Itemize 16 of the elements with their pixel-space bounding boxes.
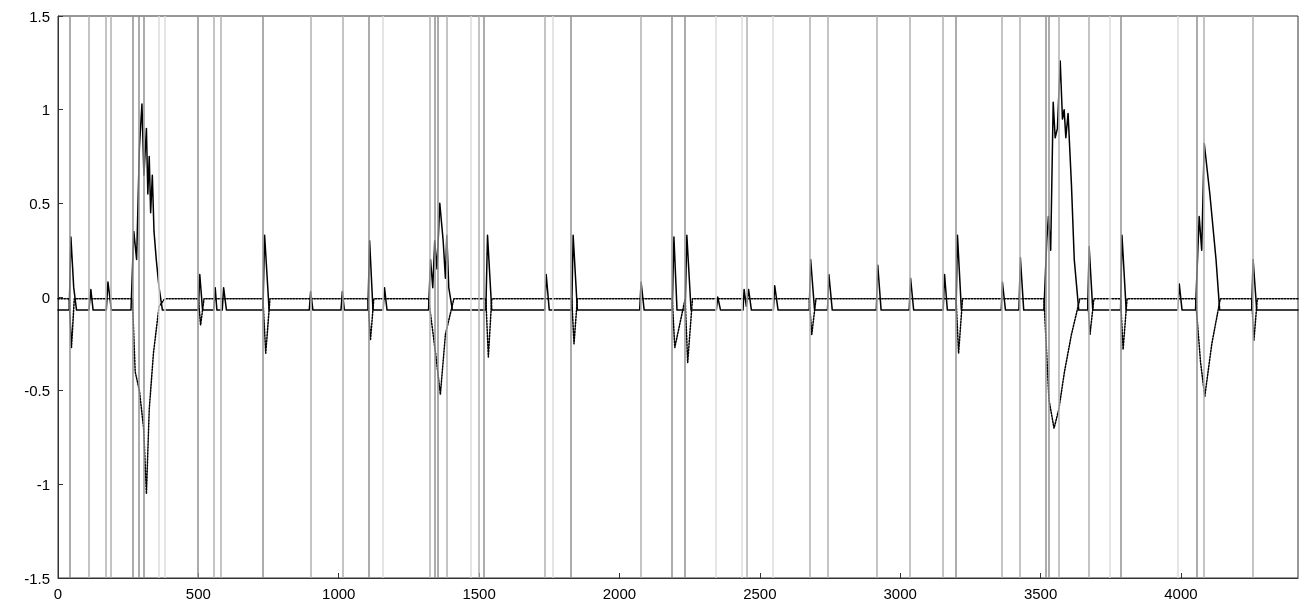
x-tick-label: 4000: [1164, 585, 1198, 602]
y-tick-label: 1.5: [29, 7, 50, 25]
y-tick-label: -0.5: [24, 382, 50, 400]
y-tick-label: -1.5: [24, 569, 50, 587]
y-tick-label: 0: [41, 288, 50, 306]
x-tick-label: 1500: [462, 585, 496, 602]
x-tick-label: 2000: [602, 585, 637, 602]
x-tick-label: 500: [185, 585, 211, 602]
x-tick-label: 0: [53, 585, 63, 602]
x-tick-label: 1000: [322, 585, 356, 602]
x-tick-label: 3000: [883, 585, 917, 602]
y-tick-label: 1: [41, 101, 50, 119]
y-tick-label: 0.5: [29, 194, 50, 212]
y-tick-label: -1: [36, 475, 50, 493]
x-tick-label: 2500: [743, 585, 777, 602]
x-tick-label: 3500: [1023, 585, 1058, 602]
